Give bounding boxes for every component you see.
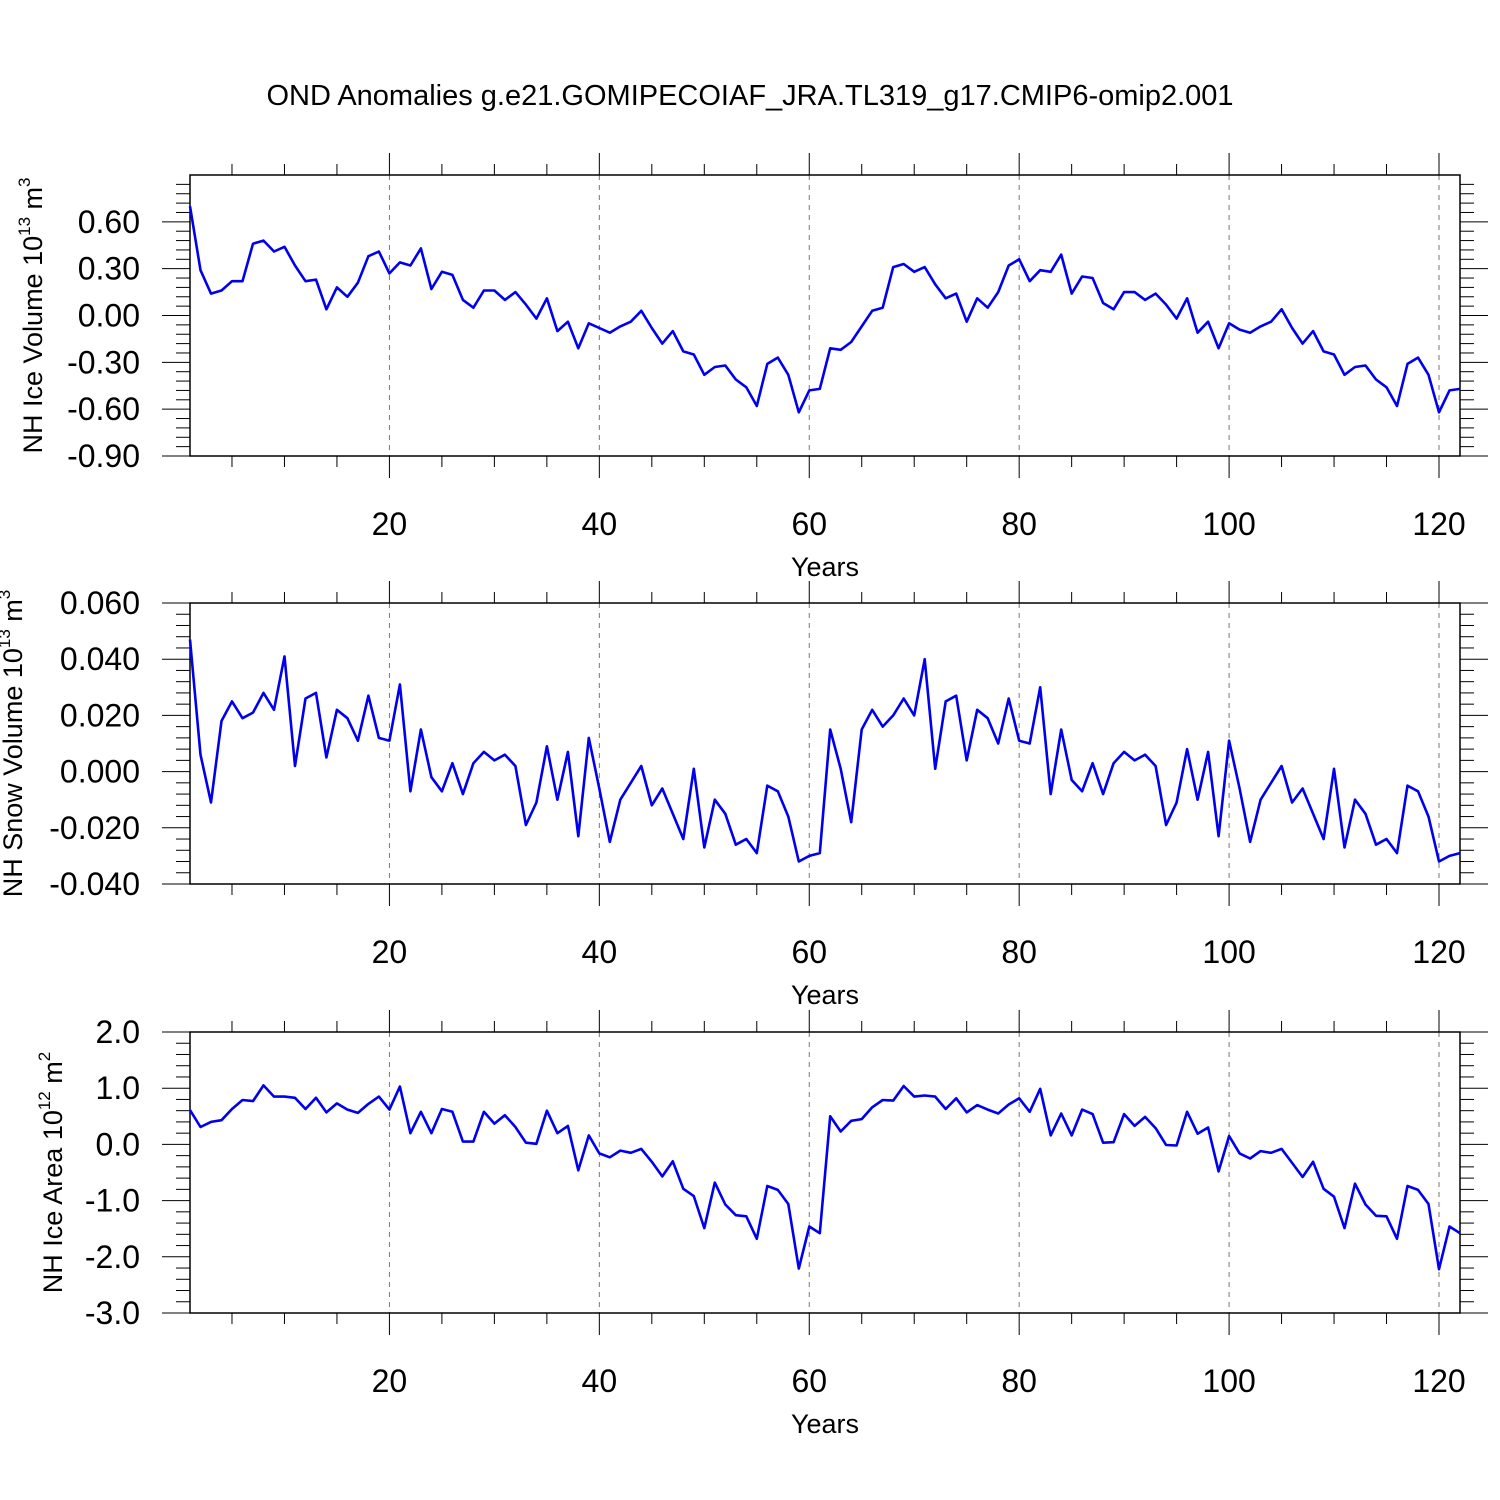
plot-frame bbox=[189, 1031, 1461, 1314]
x-tick-label: 40 bbox=[582, 934, 618, 970]
x-tick-label: 120 bbox=[1412, 934, 1465, 970]
x-axis-label: Years bbox=[791, 1409, 859, 1439]
y-tick-label: 0.0 bbox=[96, 1126, 140, 1162]
x-tick-label: 120 bbox=[1412, 506, 1465, 542]
y-tick-label: -0.020 bbox=[49, 810, 140, 846]
panel-ice-area: 20 40 60 80 100 120 Years -3.0 -2.0 -1.0 0.0 1.0 2.0… bbox=[35, 1010, 1488, 1439]
y-axis-label: NH Snow Volume 1013 m3 bbox=[0, 590, 28, 898]
x-tick-label: 100 bbox=[1202, 934, 1255, 970]
x-tick-label: 80 bbox=[1001, 506, 1037, 542]
y-tick-label: -1.0 bbox=[85, 1183, 140, 1219]
y-tick-label: 0.040 bbox=[60, 641, 140, 677]
y-tick-label: -0.60 bbox=[67, 391, 140, 427]
y-axis-label: NH Ice Area 1012 m2 bbox=[35, 1052, 68, 1293]
x-tick-label: 20 bbox=[372, 1363, 408, 1399]
x-tick-label: 100 bbox=[1202, 1363, 1255, 1399]
y-tick-label: 1.0 bbox=[96, 1070, 140, 1106]
y-tick-label: -3.0 bbox=[85, 1295, 140, 1331]
y-tick-label: -0.30 bbox=[67, 344, 140, 380]
x-tick-label: 20 bbox=[372, 934, 408, 970]
y-axis-label: NH Ice Volume 1013 m3 bbox=[15, 178, 48, 454]
plot-frame bbox=[189, 602, 1461, 885]
y-tick-label: -0.90 bbox=[67, 438, 140, 474]
y-tick-label: 0.30 bbox=[78, 251, 140, 287]
y-tick-label: -0.040 bbox=[49, 866, 140, 902]
x-tick-label: 60 bbox=[791, 506, 827, 542]
x-tick-label: 80 bbox=[1001, 934, 1037, 970]
x-tick-label: 20 bbox=[372, 506, 408, 542]
panel-ice-volume: 20 40 60 80 100 120 Years -0.90 -0.60 -0.30 0.00 0.… bbox=[15, 153, 1488, 582]
series-line-ice-volume bbox=[188, 205, 1461, 414]
series-line-ice-area bbox=[188, 1084, 1461, 1271]
y-tick-label: 0.000 bbox=[60, 754, 140, 790]
panel-snow-volume: 20 40 60 80 100 120 Years -0.040 -0.020 0.000 0.02… bbox=[0, 581, 1488, 1010]
y-tick-label: 0.00 bbox=[78, 298, 140, 334]
y-tick-label: -2.0 bbox=[85, 1239, 140, 1275]
y-tick-label: 0.60 bbox=[78, 204, 140, 240]
page-title: OND Anomalies g.e21.GOMIPECOIAF_JRA.TL31… bbox=[266, 80, 1234, 112]
x-tick-label: 100 bbox=[1202, 506, 1255, 542]
series-line-snow-volume bbox=[188, 639, 1461, 863]
y-tick-label: 0.060 bbox=[60, 585, 140, 621]
x-tick-label: 40 bbox=[582, 1363, 618, 1399]
x-tick-label: 80 bbox=[1001, 1363, 1037, 1399]
x-tick-label: 120 bbox=[1412, 1363, 1465, 1399]
x-tick-label: 40 bbox=[582, 506, 618, 542]
x-axis-label: Years bbox=[791, 552, 859, 582]
y-tick-label: 2.0 bbox=[96, 1014, 140, 1050]
x-tick-label: 60 bbox=[791, 1363, 827, 1399]
y-tick-label: 0.020 bbox=[60, 697, 140, 733]
x-axis-label: Years bbox=[791, 980, 859, 1010]
x-tick-label: 60 bbox=[791, 934, 827, 970]
plot-frame bbox=[189, 174, 1461, 457]
